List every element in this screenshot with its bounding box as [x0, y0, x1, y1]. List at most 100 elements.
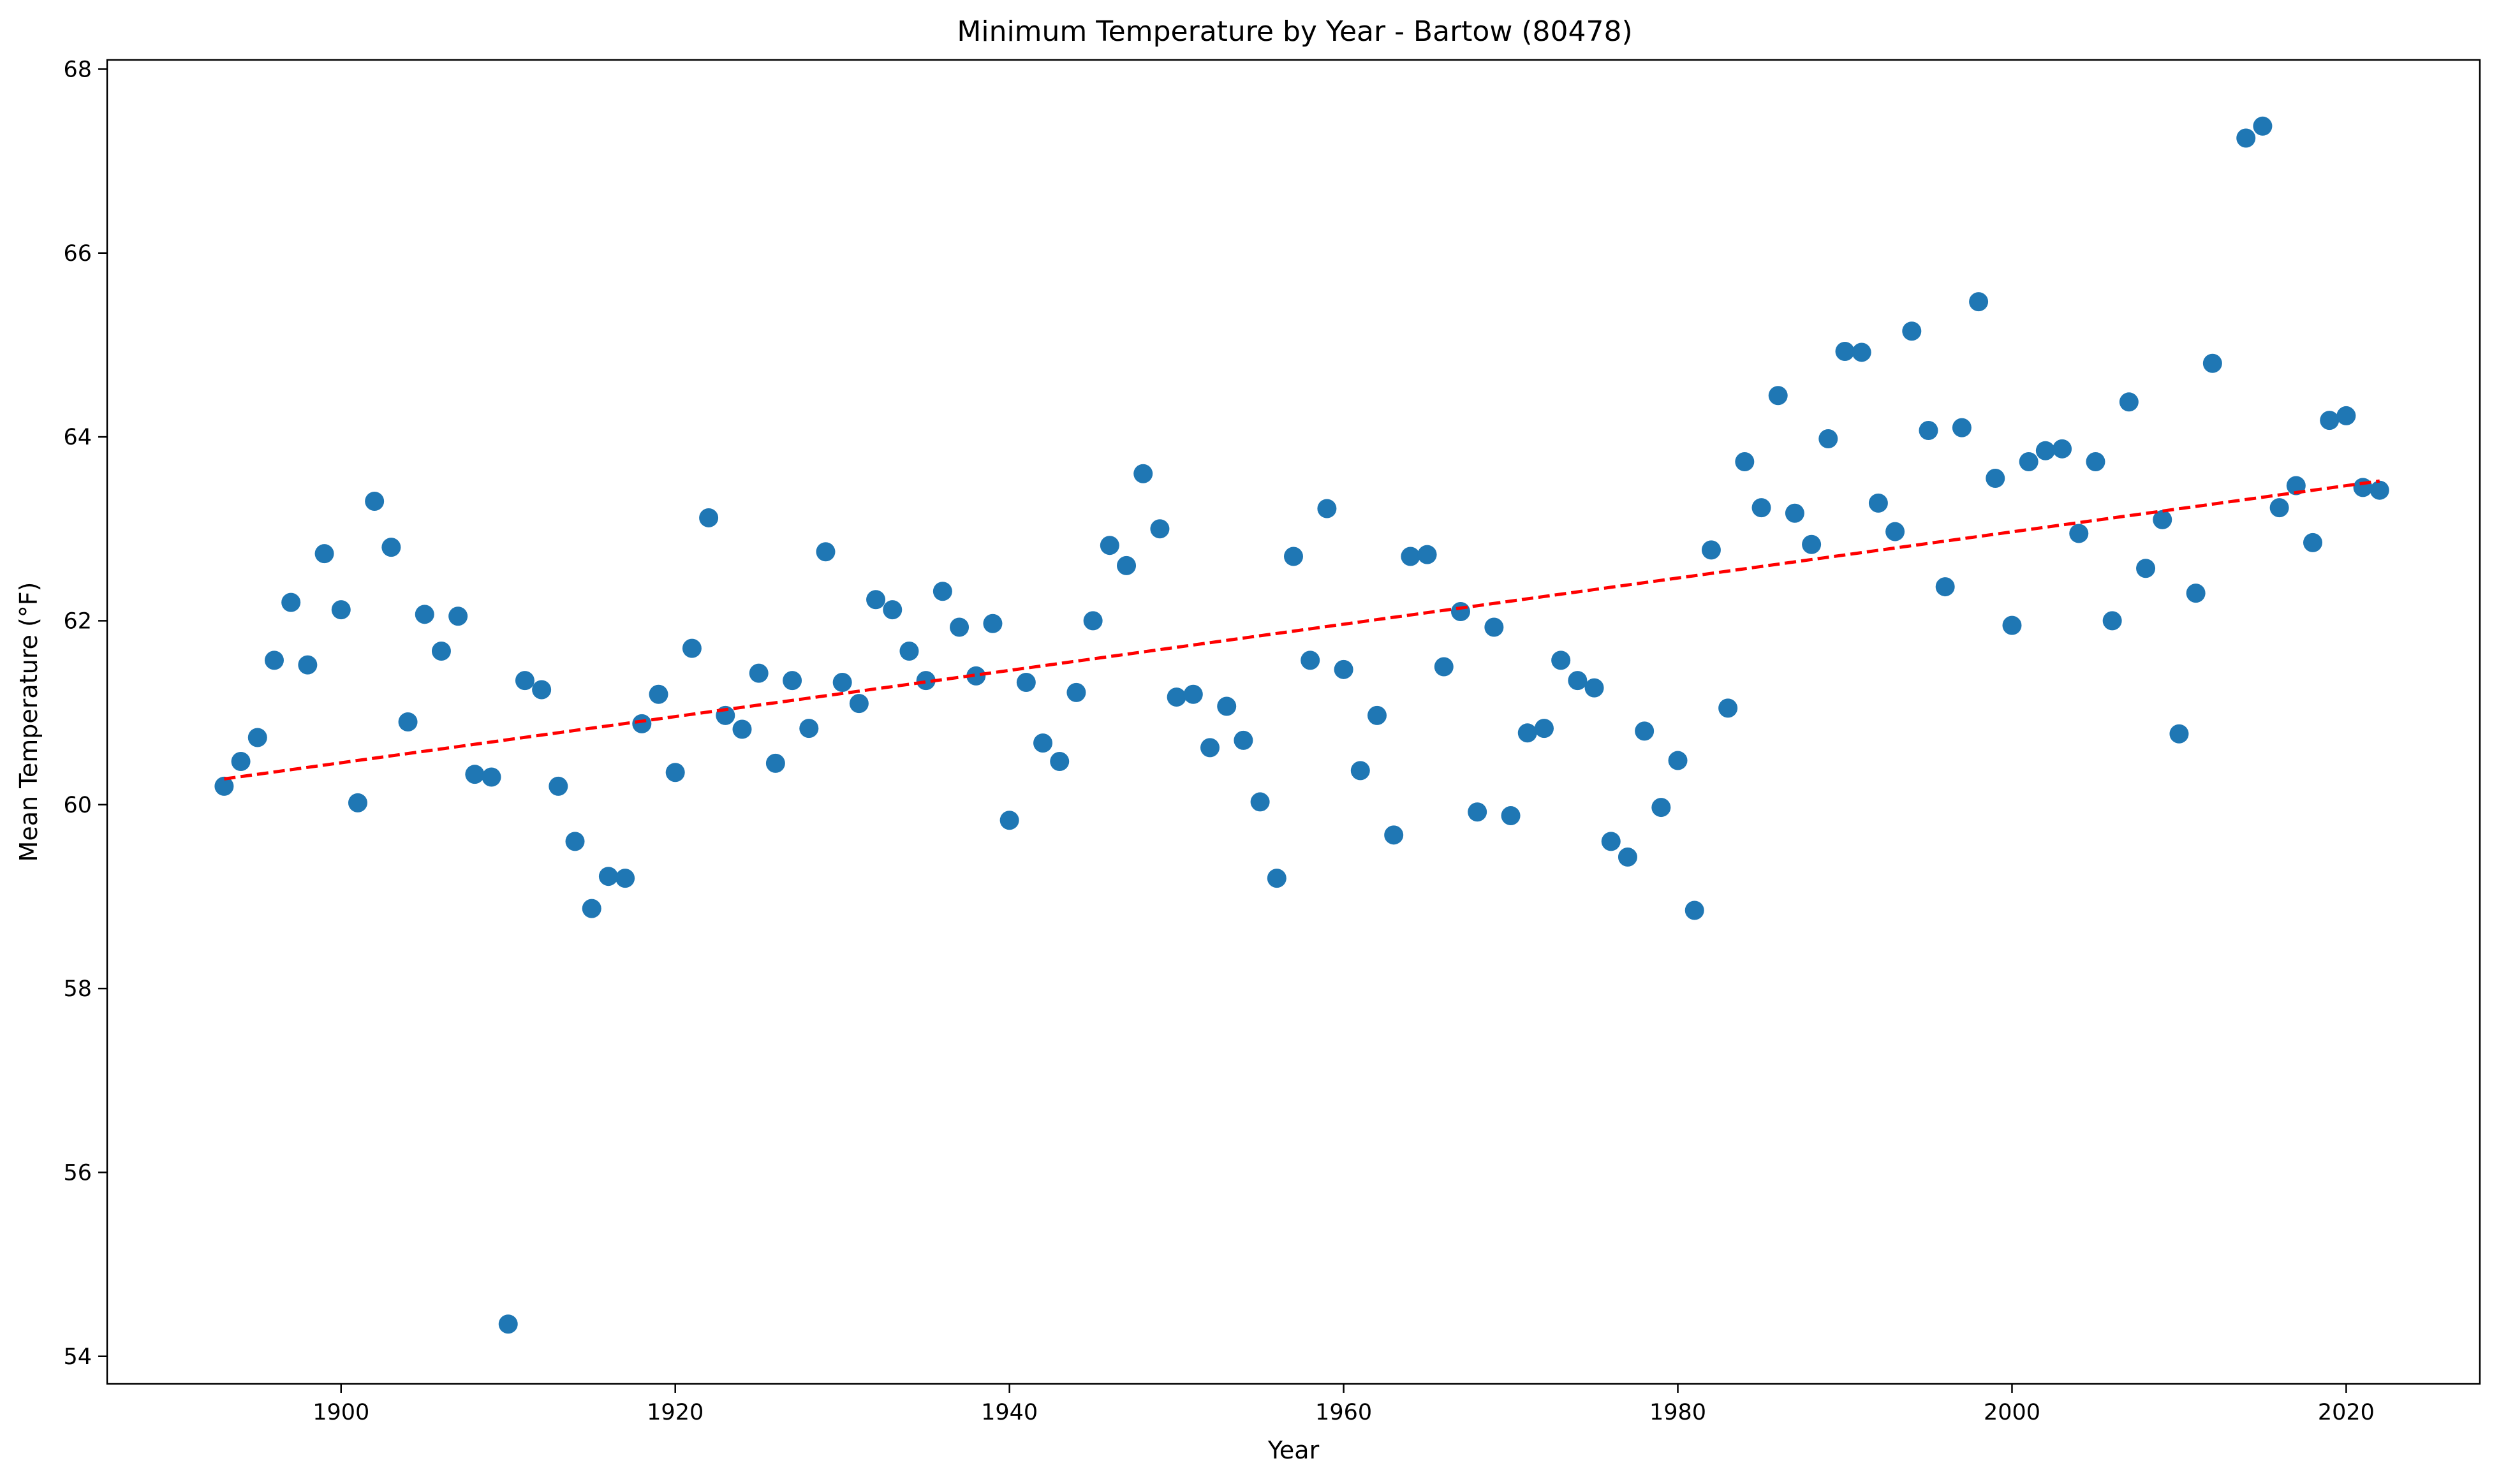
data-point — [582, 899, 601, 918]
data-point — [482, 767, 501, 787]
data-point — [916, 671, 936, 691]
data-point — [1785, 503, 1804, 523]
data-point — [1384, 825, 1404, 845]
plot-frame — [106, 59, 2481, 1385]
data-point — [1217, 696, 1237, 716]
data-point — [2202, 353, 2222, 373]
data-point — [1751, 498, 1771, 518]
data-point — [1852, 342, 1871, 362]
data-point — [431, 641, 451, 661]
data-point — [616, 869, 635, 888]
data-point — [2102, 611, 2122, 631]
data-point — [832, 673, 852, 693]
data-point — [649, 684, 668, 704]
data-point — [598, 867, 618, 886]
data-point — [298, 655, 318, 675]
data-point — [381, 538, 401, 557]
data-point — [2086, 452, 2105, 472]
data-point — [365, 492, 385, 511]
data-point — [883, 600, 903, 620]
data-point — [1050, 751, 1070, 771]
data-point — [749, 663, 769, 683]
data-point — [281, 592, 301, 612]
data-point — [866, 590, 886, 610]
data-point — [1768, 386, 1788, 406]
data-point — [247, 728, 267, 747]
data-point — [1484, 617, 1504, 637]
data-point — [1501, 806, 1521, 826]
data-point — [1367, 705, 1387, 725]
data-point — [331, 600, 351, 620]
data-point — [1234, 730, 1253, 750]
data-point — [231, 751, 251, 771]
data-point — [1868, 493, 1888, 513]
data-point — [1150, 519, 1170, 539]
x-tick-label: 1920 — [647, 1400, 704, 1425]
data-point — [2002, 615, 2022, 635]
data-point — [214, 776, 234, 796]
x-axis-label: Year — [1267, 1436, 1320, 1464]
data-point — [1066, 682, 1086, 702]
data-point — [1434, 657, 1454, 677]
data-point — [1885, 522, 1905, 541]
data-point — [765, 753, 785, 773]
data-point — [1568, 671, 1588, 691]
data-point — [1601, 832, 1621, 851]
data-point — [1935, 577, 1955, 597]
y-tick-label: 58 — [63, 976, 92, 1002]
y-tick-label: 54 — [63, 1344, 92, 1370]
data-point — [1284, 547, 1303, 566]
data-point — [1100, 536, 1119, 555]
data-point — [1117, 555, 1137, 575]
data-point — [2353, 478, 2373, 497]
data-point — [1401, 547, 1420, 566]
data-point — [2053, 439, 2072, 459]
data-point — [699, 508, 719, 527]
x-axis: 1900 1920 1940 1960 1980 2000 2020 — [313, 1384, 2375, 1425]
data-point — [2119, 392, 2139, 412]
data-point — [1952, 418, 1972, 437]
data-point — [665, 763, 685, 782]
data-point — [1835, 342, 1855, 362]
data-point — [1635, 721, 1655, 741]
data-point — [1969, 292, 1989, 312]
data-point — [2069, 524, 2089, 543]
data-point — [2303, 533, 2323, 552]
data-point — [1083, 611, 1103, 631]
data-point — [1534, 719, 1554, 738]
data-point — [816, 542, 836, 562]
data-point — [1183, 684, 1203, 704]
data-point — [950, 617, 969, 637]
y-tick-label: 64 — [63, 425, 92, 450]
data-point — [1350, 761, 1370, 781]
data-point — [2186, 584, 2206, 603]
x-tick-label: 1960 — [1315, 1400, 1372, 1425]
data-point — [2269, 498, 2289, 518]
data-point — [1301, 650, 1320, 670]
data-point — [933, 582, 952, 601]
data-point — [1651, 798, 1671, 818]
data-point — [732, 719, 752, 739]
data-point — [1735, 452, 1755, 472]
data-point — [1016, 673, 1036, 693]
data-point — [1668, 751, 1688, 770]
data-point — [1250, 792, 1270, 812]
data-point — [2153, 510, 2172, 529]
data-point — [2253, 116, 2273, 136]
data-point — [1551, 650, 1571, 670]
data-point — [1417, 545, 1437, 564]
data-point — [2136, 559, 2156, 578]
y-axis-label: Mean Temperature (°F) — [15, 582, 43, 862]
data-point — [783, 671, 802, 691]
y-tick-label: 56 — [63, 1160, 92, 1186]
data-point — [632, 714, 652, 733]
data-point — [849, 694, 869, 714]
y-tick-label: 66 — [63, 241, 92, 267]
data-point — [1701, 540, 1721, 560]
data-point — [1718, 698, 1738, 718]
data-point — [515, 671, 534, 691]
x-tick-label: 2000 — [1984, 1400, 2040, 1425]
data-point — [1167, 687, 1186, 707]
data-point — [448, 606, 468, 626]
data-point — [1986, 468, 2005, 488]
